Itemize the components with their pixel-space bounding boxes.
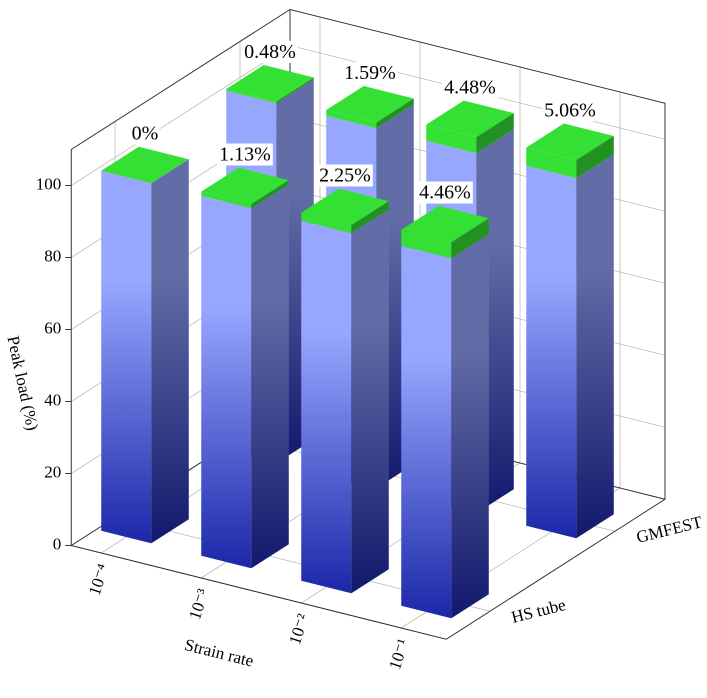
bar-top [101,146,189,184]
bar-side-shade [251,180,289,209]
value-label-bg [342,61,398,84]
bar-side-shade [476,113,514,154]
bar-base [526,154,614,539]
value-label: 2.25% [319,164,371,186]
bar-top [201,167,289,205]
bar-increase [301,188,389,234]
z-axis-title: Peak load (%) [4,334,43,432]
bar-front [401,245,452,619]
value-label-group: 1.13% [217,143,273,166]
bar-top [226,65,314,102]
z-tick-label: 80 [44,246,61,265]
bar-side-shade [251,184,289,569]
value-label-group: 2.25% [317,164,373,187]
bar-base [201,184,289,569]
value-label-group: 0% [129,122,161,145]
value-label-bg [417,181,473,204]
bar-front [301,212,352,234]
value-label-group: 0.48% [242,40,298,63]
bar-side-shade [376,98,414,129]
bar-front [426,124,477,154]
value-label: 0% [132,123,159,145]
bar-side [351,209,389,594]
bar-side [476,113,514,154]
row-label: HS tube [509,595,567,627]
bar-top [426,100,514,138]
bar-increase [326,86,414,129]
x-tick-label: 10⁻¹ [385,637,413,672]
value-label-group: 5.06% [542,99,598,122]
bar-side-shade [451,234,489,619]
value-label-bg [442,76,498,99]
x-tick-label: 10⁻⁴ [85,562,113,598]
bar-side-shade [576,154,614,539]
value-label-group: 4.46% [417,181,473,204]
bar-increase [226,65,314,104]
bar-increase [426,100,514,154]
bar-base [101,159,189,544]
bar-side [576,136,614,179]
bar-side-shade [351,209,389,594]
bar-side [451,234,489,619]
value-label: 0.48% [244,41,296,63]
x-tick-label: 10⁻³ [185,587,213,622]
value-label-group: 1.59% [342,61,398,84]
bar-front [526,147,577,179]
value-label-bg [242,40,298,63]
bar-top [326,86,414,123]
bar-top [401,205,489,243]
bar-side [151,159,189,544]
bar-front [326,110,377,129]
bar-base [301,209,389,594]
bar-side [576,154,614,539]
value-label-bg [217,143,273,166]
z-tick-label: 0 [53,534,62,553]
bar-front [201,195,252,569]
z-tick-label: 40 [44,390,61,409]
x-axis-title: Strain rate [183,635,256,670]
bar-top [526,123,614,161]
bar-side-shade [351,201,389,234]
bar-side-shade [576,136,614,179]
bar-side [351,201,389,234]
z-tick-label: 20 [44,462,61,481]
bar-side-shade [276,77,314,104]
value-label: 4.46% [419,182,471,204]
bar-increase [526,123,614,179]
bar-increase [401,205,489,259]
bar-side [451,218,489,259]
bar-side [376,98,414,129]
value-label: 1.13% [219,144,271,166]
z-tick-label: 100 [36,174,62,193]
bar-side-shade [151,159,189,544]
bar-top [301,188,389,226]
bar-front [401,229,452,259]
bar-front [226,89,277,104]
bar-front [201,191,252,209]
bar-side [276,77,314,104]
bar-front [101,170,152,544]
bar-front [526,165,577,539]
bar-increase [201,167,289,209]
value-label-group: 4.48% [442,76,498,99]
value-label: 1.59% [344,62,396,84]
value-label-bg [317,164,373,187]
value-label: 4.48% [444,76,496,98]
bar-side [251,180,289,209]
bar-side [251,184,289,569]
bar-front [301,220,352,594]
bar-side-shade [451,218,489,259]
value-label: 5.06% [544,99,596,121]
value-label-bg [542,99,598,122]
bar-base [401,234,489,619]
row-label: GMFEST [634,512,704,547]
value-label-bg [129,122,161,145]
x-tick-label: 10⁻² [285,612,313,647]
z-tick-label: 60 [44,318,61,337]
bar-increase [101,146,189,184]
